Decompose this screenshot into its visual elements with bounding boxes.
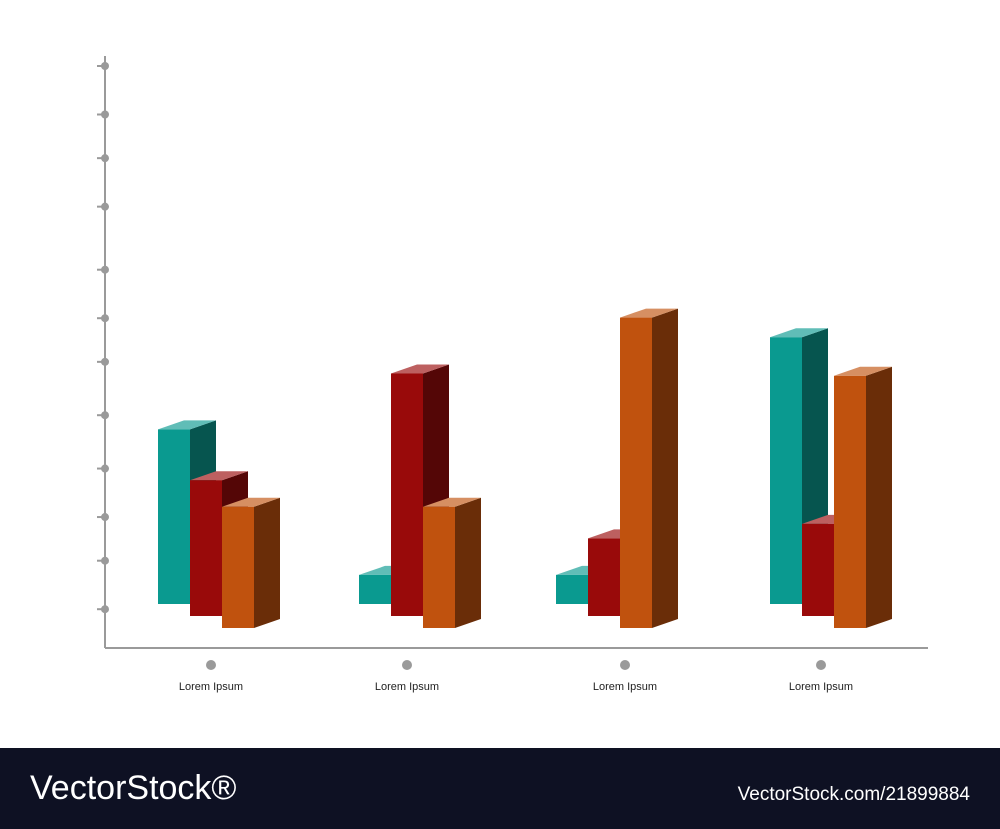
bar-top [770, 328, 828, 338]
bar-front [359, 574, 391, 604]
bar [834, 366, 892, 628]
bar [620, 308, 678, 628]
bar [222, 497, 280, 628]
bar-front [802, 523, 834, 616]
x-tick-label: Lorem Ipsum [375, 681, 439, 693]
bar-side [455, 497, 481, 628]
bar-top [620, 308, 678, 318]
bar-front [190, 480, 222, 616]
x-tick-label: Lorem Ipsum [593, 681, 657, 693]
y-tick-dot [101, 513, 109, 522]
bar-front [158, 429, 190, 604]
bar [423, 497, 481, 628]
image-id: VectorStock.com/21899884 [738, 784, 971, 805]
bar-top [190, 471, 248, 481]
y-tick-dot [101, 265, 109, 274]
y-tick-dot [101, 202, 109, 211]
y-tick-dot [101, 464, 109, 473]
bar-front [770, 337, 802, 604]
bar-top [391, 364, 449, 374]
bar-front [834, 375, 866, 628]
bar-front [222, 506, 254, 628]
bar-top [423, 497, 481, 507]
bar-side [652, 308, 678, 628]
bar-side [254, 497, 280, 628]
x-tick-dot [402, 660, 412, 670]
bar-top [834, 366, 892, 376]
bar-front [588, 538, 620, 616]
x-tick-dot [620, 660, 630, 670]
y-tick-dot [101, 62, 109, 70]
y-tick-dot [101, 357, 109, 366]
y-tick-dot [101, 110, 109, 119]
footer-band [0, 748, 1000, 829]
bar-front [391, 373, 423, 616]
x-tick-label: Lorem Ipsum [179, 681, 243, 693]
brand: VectorStock® [30, 769, 236, 807]
bar-front [556, 574, 588, 604]
bar-front [620, 317, 652, 628]
x-tick-dot [816, 660, 826, 670]
bar-side [866, 366, 892, 628]
bar-front [423, 506, 455, 628]
bar-top [222, 497, 280, 507]
y-tick-dot [101, 556, 109, 565]
y-tick-dot [101, 314, 109, 323]
x-tick-label: Lorem Ipsum [789, 681, 853, 693]
y-tick-dot [101, 411, 109, 420]
bar-top [158, 420, 216, 430]
x-tick-dot [206, 660, 216, 670]
y-tick-dot [101, 154, 109, 163]
y-tick-dot [101, 605, 109, 614]
